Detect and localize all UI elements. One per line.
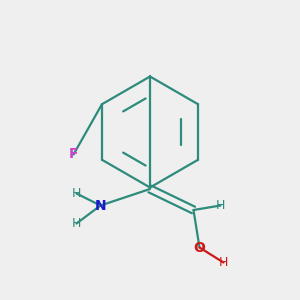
Text: H: H bbox=[72, 187, 81, 200]
Text: H: H bbox=[216, 199, 225, 212]
Text: N: N bbox=[95, 199, 106, 212]
Text: H: H bbox=[219, 256, 228, 269]
Text: F: F bbox=[69, 148, 78, 161]
Text: H: H bbox=[72, 217, 81, 230]
Text: O: O bbox=[194, 241, 206, 254]
